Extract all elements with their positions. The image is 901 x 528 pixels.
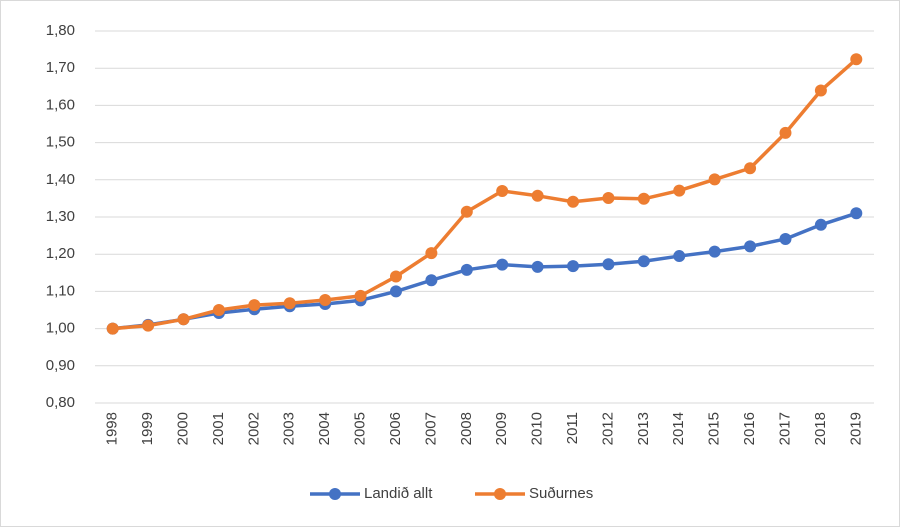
y-tick-label: 1,20 (46, 245, 75, 262)
x-tick-label: 2017 (776, 412, 793, 445)
y-tick-label: 1,70 (46, 59, 75, 76)
data-point (850, 207, 863, 220)
x-tick-label: 2019 (847, 412, 864, 445)
series-line (112, 57, 858, 331)
x-tick-label: 1998 (104, 412, 121, 445)
x-tick-label: 2002 (245, 412, 262, 445)
y-tick-label: 1,10 (46, 282, 75, 299)
data-point (106, 322, 119, 335)
data-point (212, 304, 225, 316)
data-point (283, 297, 296, 310)
data-point (425, 247, 438, 260)
data-point (248, 299, 261, 312)
x-tick-label: 2013 (635, 412, 652, 445)
data-point (602, 192, 615, 205)
data-point (744, 240, 757, 253)
x-tick-label: 1999 (139, 412, 156, 445)
x-tick-label: 2014 (670, 412, 687, 445)
legend-marker (494, 488, 506, 500)
x-tick-label: 2016 (741, 412, 758, 445)
x-tick-label: 2001 (210, 412, 227, 445)
data-point (637, 255, 650, 268)
data-point (142, 319, 155, 332)
data-point (850, 53, 863, 66)
x-tick-label: 2003 (281, 412, 298, 445)
y-tick-label: 0,80 (46, 394, 75, 411)
y-tick-label: 1,30 (46, 208, 75, 225)
x-tick-label: 2012 (599, 412, 616, 445)
data-point (354, 289, 367, 302)
data-point (319, 293, 332, 306)
data-point (460, 263, 473, 276)
y-tick-label: 1,40 (46, 171, 75, 188)
x-tick-label: 2009 (493, 412, 510, 445)
x-tick-label: 2004 (316, 412, 333, 445)
data-point (814, 218, 827, 231)
data-point (496, 184, 509, 197)
legend-marker (329, 488, 341, 500)
y-tick-label: 0,90 (46, 357, 75, 374)
data-point (177, 313, 190, 326)
x-tick-label: 2010 (529, 412, 546, 445)
data-point (389, 270, 402, 283)
x-tick-label: 2006 (387, 412, 404, 445)
y-tick-label: 1,50 (46, 134, 75, 151)
data-point (744, 162, 757, 175)
x-tick-label: 2018 (812, 412, 829, 445)
series-line (112, 211, 857, 331)
y-tick-label: 1,60 (46, 96, 75, 113)
data-point (779, 126, 792, 139)
data-point (673, 184, 686, 197)
y-tick-label: 1,80 (46, 22, 75, 39)
data-point (602, 258, 615, 271)
x-tick-label: 2000 (174, 412, 191, 445)
data-point (708, 173, 721, 186)
data-point (637, 192, 650, 205)
data-point (425, 274, 438, 287)
data-point (389, 285, 402, 298)
data-point (567, 195, 580, 208)
data-point (460, 205, 473, 218)
y-tick-label: 1,00 (46, 320, 75, 337)
data-point (708, 245, 721, 258)
data-point (814, 84, 827, 97)
x-tick-label: 2011 (564, 412, 581, 444)
x-tick-label: 2008 (458, 412, 475, 445)
x-tick-label: 2015 (706, 412, 723, 445)
data-point (673, 250, 686, 263)
x-tick-label: 2007 (422, 412, 439, 445)
data-point (567, 260, 580, 273)
x-tick-label: 2005 (352, 412, 369, 445)
data-point (779, 232, 792, 245)
legend-label: Suðurnes (529, 485, 593, 502)
data-point (531, 260, 544, 273)
data-point (496, 258, 509, 271)
data-point (531, 189, 544, 202)
legend-label: Landið allt (364, 485, 433, 502)
